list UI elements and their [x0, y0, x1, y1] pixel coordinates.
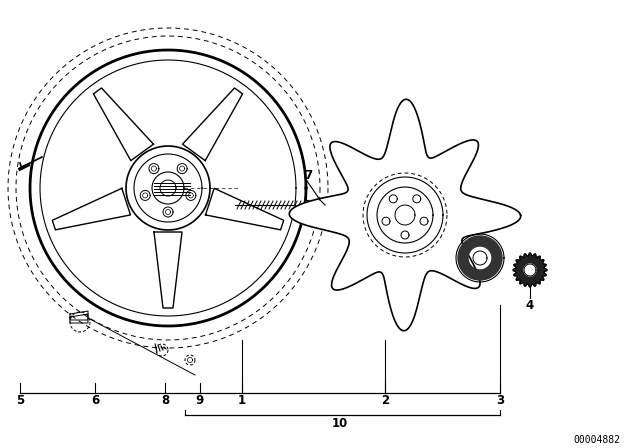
Polygon shape: [52, 188, 131, 230]
Polygon shape: [93, 88, 154, 161]
Text: 3: 3: [496, 393, 504, 406]
Polygon shape: [289, 99, 521, 331]
Circle shape: [473, 251, 487, 265]
Circle shape: [524, 264, 536, 276]
Text: 6: 6: [91, 393, 99, 406]
Text: 00004882: 00004882: [573, 435, 620, 445]
Text: 7: 7: [304, 168, 312, 181]
Text: 4: 4: [526, 298, 534, 311]
Text: 5: 5: [16, 393, 24, 406]
Polygon shape: [205, 188, 284, 230]
Polygon shape: [182, 88, 243, 161]
Text: 1: 1: [238, 393, 246, 406]
Polygon shape: [154, 232, 182, 308]
Text: 2: 2: [381, 393, 389, 406]
Text: 8: 8: [161, 393, 169, 406]
Polygon shape: [513, 253, 547, 287]
Text: 9: 9: [196, 393, 204, 406]
Text: 10: 10: [332, 417, 348, 430]
